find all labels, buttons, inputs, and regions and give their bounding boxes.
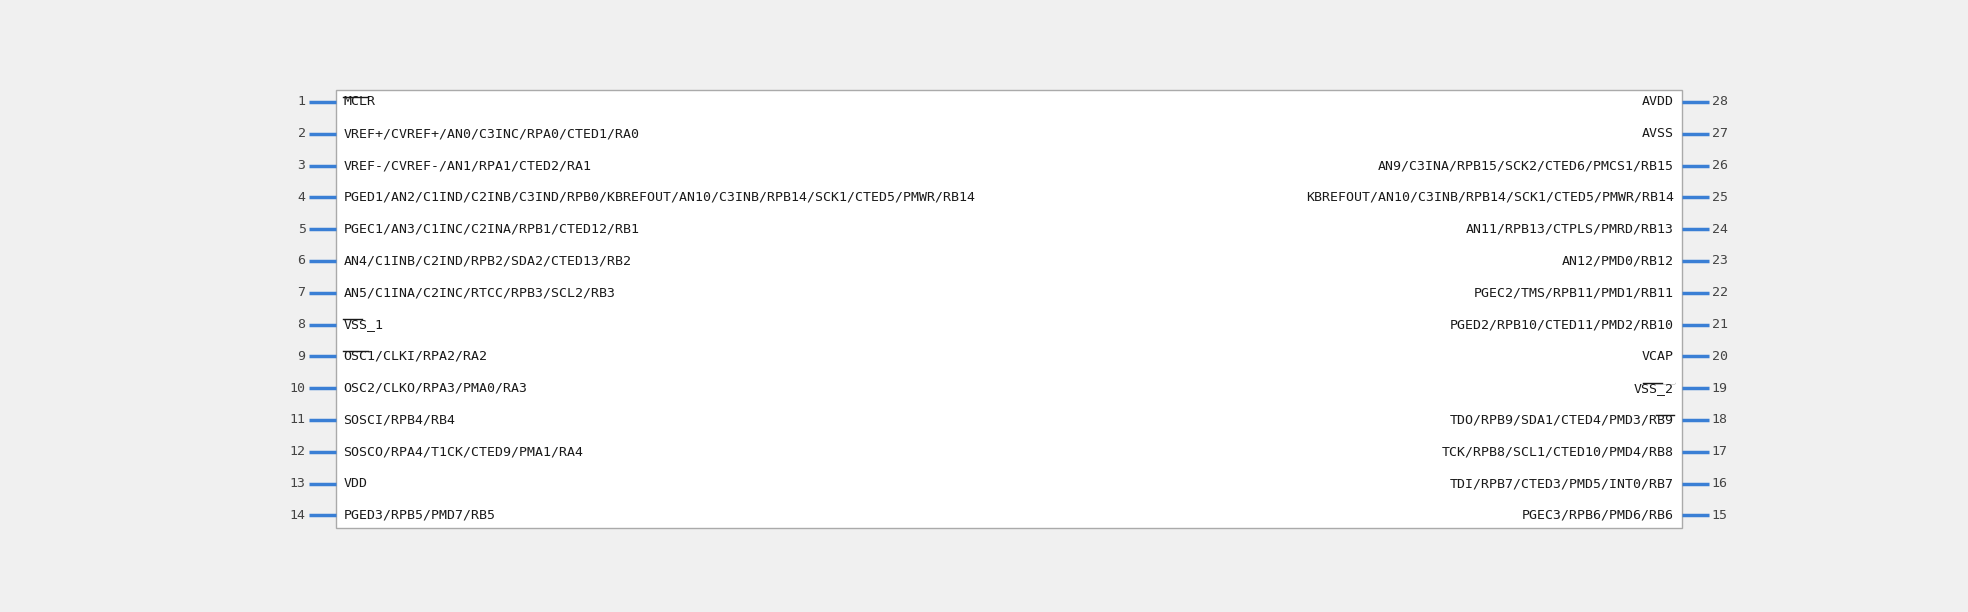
Text: 4: 4 xyxy=(297,191,305,204)
Text: 11: 11 xyxy=(289,414,305,427)
Text: AN5/C1INA/C2INC/RTCC/RPB3/SCL2/RB3: AN5/C1INA/C2INC/RTCC/RPB3/SCL2/RB3 xyxy=(342,286,616,299)
Text: PGEC3/RPB6/PMD6/RB6: PGEC3/RPB6/PMD6/RB6 xyxy=(1521,509,1675,522)
Text: AN12/PMD0/RB12: AN12/PMD0/RB12 xyxy=(1563,255,1675,267)
Text: TCK/RPB8/SCL1/CTED10/PMD4/RB8: TCK/RPB8/SCL1/CTED10/PMD4/RB8 xyxy=(1443,446,1675,458)
Text: 14: 14 xyxy=(289,509,305,522)
Text: VSS_2: VSS_2 xyxy=(1633,382,1675,395)
Text: OSC2/CLKO/RPA3/PMA0/RA3: OSC2/CLKO/RPA3/PMA0/RA3 xyxy=(342,382,527,395)
Text: 26: 26 xyxy=(1712,159,1728,172)
Text: 25: 25 xyxy=(1712,191,1728,204)
Text: 7: 7 xyxy=(297,286,305,299)
Text: MCLR: MCLR xyxy=(342,95,376,108)
Text: 22: 22 xyxy=(1712,286,1728,299)
Text: 18: 18 xyxy=(1712,414,1728,427)
Text: 19: 19 xyxy=(1712,382,1728,395)
Text: PGED1/AN2/C1IND/C2INB/C3IND/RPB0/KBREFOUT/AN10/C3INB/RPB14/SCK1/CTED5/PMWR/RB14: PGED1/AN2/C1IND/C2INB/C3IND/RPB0/KBREFOU… xyxy=(342,191,976,204)
Text: VDD: VDD xyxy=(342,477,368,490)
Text: TDO/RPB9/SDA1/CTED4/PMD3/RB9: TDO/RPB9/SDA1/CTED4/PMD3/RB9 xyxy=(1450,414,1675,427)
Text: 23: 23 xyxy=(1712,255,1728,267)
Text: VREF-/CVREF-/AN1/RPA1/CTED2/RA1: VREF-/CVREF-/AN1/RPA1/CTED2/RA1 xyxy=(342,159,590,172)
Text: PGEC1/AN3/C1INC/C2INA/RPB1/CTED12/RB1: PGEC1/AN3/C1INC/C2INA/RPB1/CTED12/RB1 xyxy=(342,223,640,236)
Text: 21: 21 xyxy=(1712,318,1728,331)
Text: AN11/RPB13/CTPLS/PMRD/RB13: AN11/RPB13/CTPLS/PMRD/RB13 xyxy=(1466,223,1675,236)
Text: VREF+/CVREF+/AN0/C3INC/RPA0/CTED1/RA0: VREF+/CVREF+/AN0/C3INC/RPA0/CTED1/RA0 xyxy=(342,127,640,140)
Text: SOSCI/RPB4/RB4: SOSCI/RPB4/RB4 xyxy=(342,414,455,427)
Text: PGED3/RPB5/PMD7/RB5: PGED3/RPB5/PMD7/RB5 xyxy=(342,509,496,522)
Text: OSC1/CLKI/RPA2/RA2: OSC1/CLKI/RPA2/RA2 xyxy=(342,350,488,363)
Text: TDI/RPB7/CTED3/PMD5/INT0/RB7: TDI/RPB7/CTED3/PMD5/INT0/RB7 xyxy=(1450,477,1675,490)
Text: 2: 2 xyxy=(297,127,305,140)
Text: 27: 27 xyxy=(1712,127,1728,140)
Text: 28: 28 xyxy=(1712,95,1728,108)
Text: 13: 13 xyxy=(289,477,305,490)
Text: PGEC2/TMS/RPB11/PMD1/RB11: PGEC2/TMS/RPB11/PMD1/RB11 xyxy=(1474,286,1675,299)
Text: 1: 1 xyxy=(297,95,305,108)
Text: AN9/C3INA/RPB15/SCK2/CTED6/PMCS1/RB15: AN9/C3INA/RPB15/SCK2/CTED6/PMCS1/RB15 xyxy=(1378,159,1675,172)
Text: VSS_1: VSS_1 xyxy=(342,318,384,331)
Text: 9: 9 xyxy=(297,350,305,363)
Text: 12: 12 xyxy=(289,446,305,458)
Text: KBREFOUT/AN10/C3INB/RPB14/SCK1/CTED5/PMWR/RB14: KBREFOUT/AN10/C3INB/RPB14/SCK1/CTED5/PMW… xyxy=(1307,191,1675,204)
Text: AVSS: AVSS xyxy=(1641,127,1675,140)
Text: VCAP: VCAP xyxy=(1641,350,1675,363)
Text: 17: 17 xyxy=(1712,446,1728,458)
Text: 6: 6 xyxy=(297,255,305,267)
Text: 3: 3 xyxy=(297,159,305,172)
Text: AN4/C1INB/C2IND/RPB2/SDA2/CTED13/RB2: AN4/C1INB/C2IND/RPB2/SDA2/CTED13/RB2 xyxy=(342,255,632,267)
Text: SOSCO/RPA4/T1CK/CTED9/PMA1/RA4: SOSCO/RPA4/T1CK/CTED9/PMA1/RA4 xyxy=(342,446,583,458)
Bar xyxy=(337,91,1681,528)
Text: AVDD: AVDD xyxy=(1641,95,1675,108)
Text: 24: 24 xyxy=(1712,223,1728,236)
Text: 15: 15 xyxy=(1712,509,1728,522)
Text: 16: 16 xyxy=(1712,477,1728,490)
Text: 5: 5 xyxy=(297,223,305,236)
Text: PGED2/RPB10/CTED11/PMD2/RB10: PGED2/RPB10/CTED11/PMD2/RB10 xyxy=(1450,318,1675,331)
Text: 8: 8 xyxy=(297,318,305,331)
Text: 10: 10 xyxy=(289,382,305,395)
Text: 20: 20 xyxy=(1712,350,1728,363)
